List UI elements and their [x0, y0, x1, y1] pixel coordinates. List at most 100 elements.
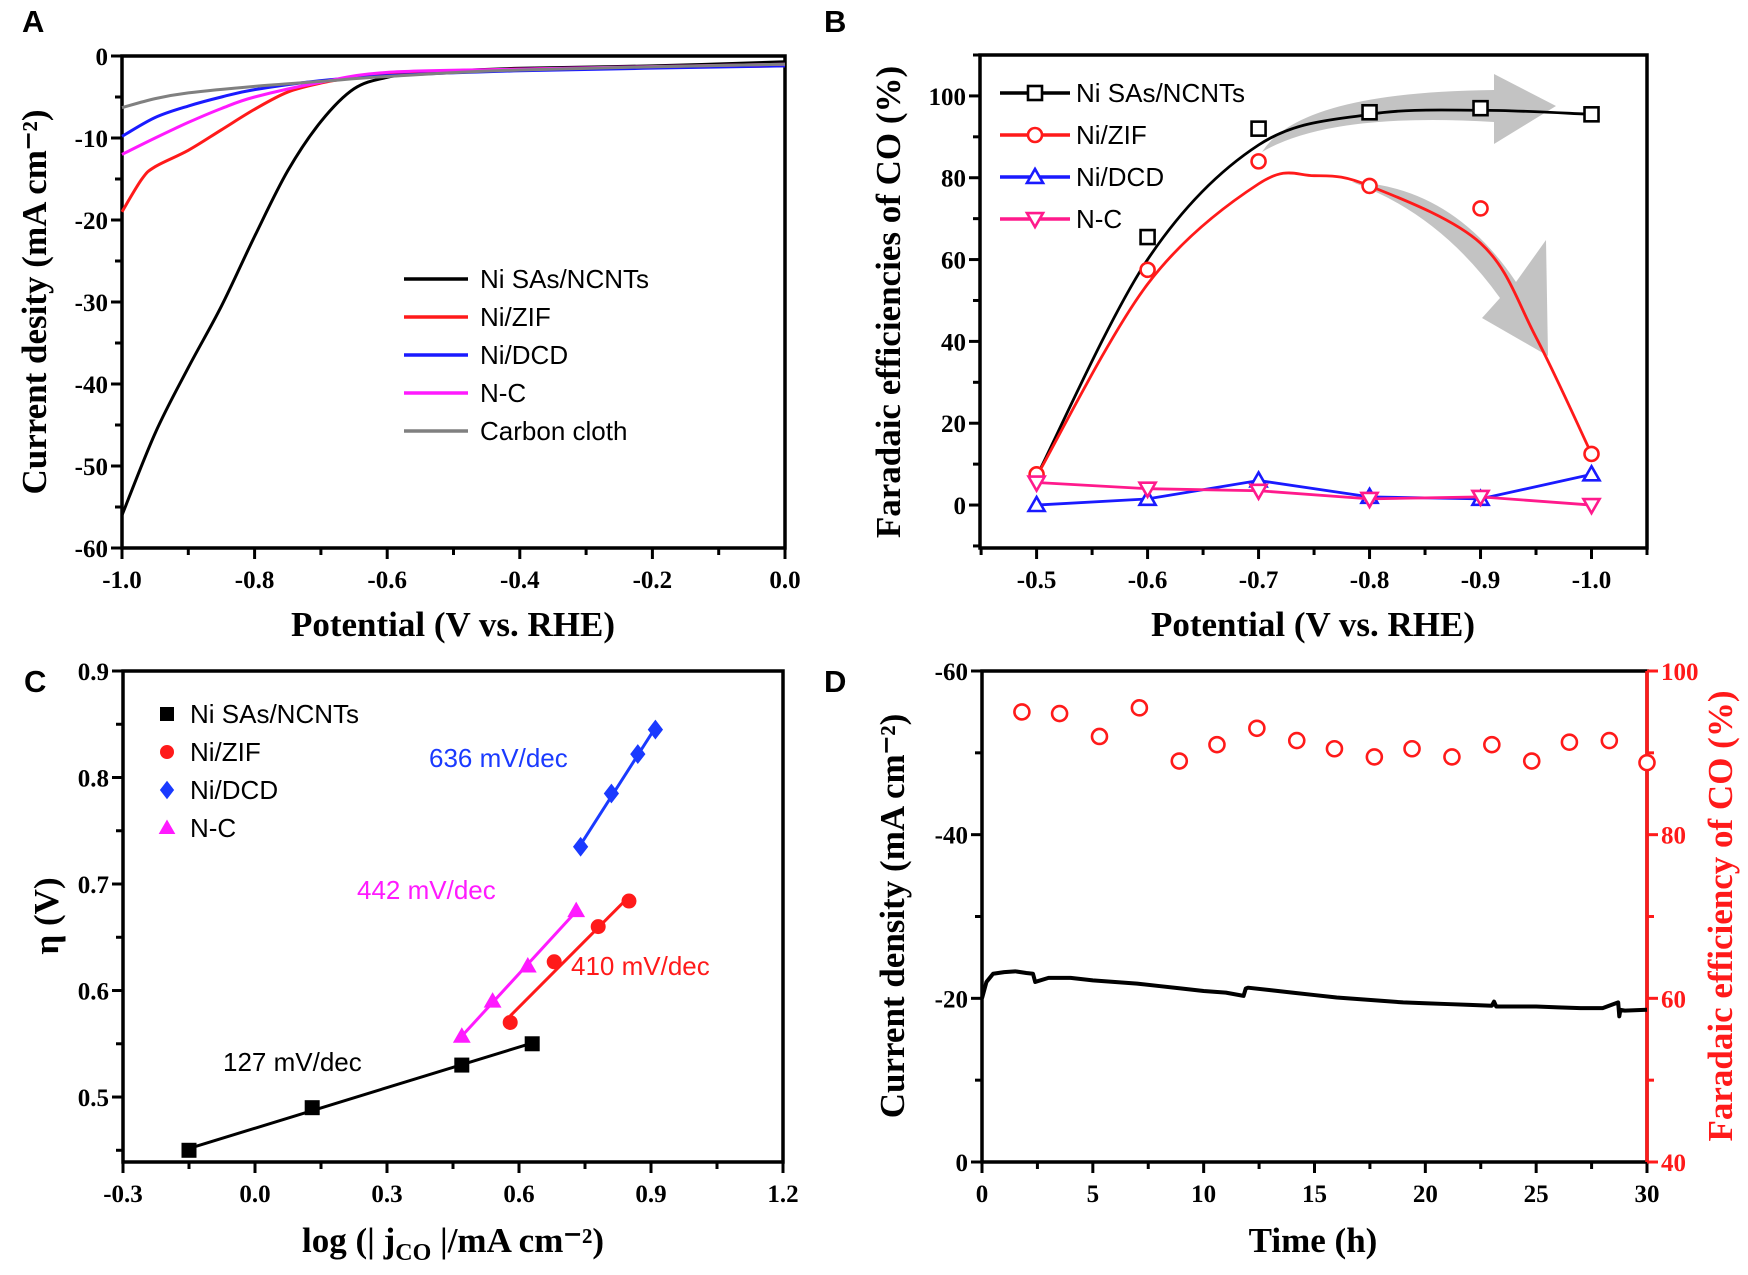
x-title-subscript: CO: [395, 1240, 431, 1266]
x-title-tail: |/mA cm⁻²): [431, 1221, 604, 1260]
data-point-ni-sas-ncnts: [524, 1036, 540, 1052]
panel-b-x-tick-label: -0.7: [1239, 567, 1279, 594]
legend-label: Carbon cloth: [480, 416, 627, 446]
panel-a-x-tick-label: -0.8: [235, 567, 275, 594]
legend-item: Ni SAs/NCNTs: [1000, 78, 1245, 108]
data-point-faradaic-efficiency-of-co: [1483, 735, 1501, 754]
legend-label: Ni SAs/NCNTs: [190, 699, 359, 729]
legend-item: Ni/ZIF: [404, 302, 551, 332]
data-point-faradaic-efficiency-of-co: [1248, 719, 1266, 738]
panel-b-y-tick-label: 0: [954, 493, 967, 520]
panel-c-y-tick-label: 0.6: [78, 979, 109, 1006]
panel-c-y-tick-label: 0.8: [78, 766, 109, 793]
panel-b-y-tick-label: 60: [941, 248, 966, 275]
data-point-ni-sas-ncnts: [1250, 120, 1267, 137]
panel-c-legend: Ni SAs/NCNTs Ni/ZIF Ni/DCD N-C: [158, 699, 359, 843]
panel-d-x-axis-title: Time (h): [1249, 1221, 1378, 1260]
panel-b-y-tick-label: 40: [941, 329, 966, 356]
data-point-ni-sas-ncnts: [181, 1142, 197, 1158]
panel-b: -0.5 -0.6 -0.7 -0.8 -0.9 -1.0 0 20 40 60 80 100 Ni S…: [929, 53, 1649, 594]
panel-c-y-tick-label: 0.5: [78, 1085, 109, 1112]
legend-label: Ni/DCD: [1076, 162, 1164, 192]
panel-d-right-y-tick-label: 60: [1661, 986, 1686, 1013]
data-point-ni-sas-ncnts: [1583, 106, 1600, 123]
fit-line-ni-zif: [509, 895, 631, 1017]
series-carbon-cloth: [121, 62, 786, 110]
data-point-n-c: [1359, 491, 1380, 510]
data-point-faradaic-efficiency-of-co: [1287, 731, 1306, 750]
x-title-main: log (| j: [302, 1221, 395, 1260]
series-ni-zif: [1028, 153, 1600, 483]
legend-label: Ni/ZIF: [1076, 120, 1147, 150]
data-point-n-c: [1470, 489, 1491, 508]
data-point-ni-sas-ncnts: [454, 1057, 470, 1073]
legend-item: Carbon cloth: [404, 416, 627, 446]
panel-label-c: C: [24, 664, 46, 699]
data-point-faradaic-efficiency-of-co: [1365, 748, 1384, 766]
panel-c-x-axis-title: log (| jCO |/mA cm⁻²): [302, 1221, 604, 1266]
legend-item: Ni/DCD: [404, 340, 568, 370]
data-point-faradaic-efficiency-of-co: [1170, 752, 1189, 770]
panel-b-x-axis-title: Potential (V vs. RHE): [1151, 605, 1475, 644]
panel-d-y-axis-title: Current density (mA cm⁻²): [873, 714, 912, 1119]
data-point-ni-dcd: [647, 719, 664, 740]
panel-b-x-tick-label: -0.9: [1461, 567, 1501, 594]
legend-marker: [1024, 166, 1046, 185]
panel-c-x-tick-label: 0.6: [503, 1181, 534, 1208]
series-ni-sas-ncnts: [1035, 99, 1600, 478]
data-point-faradaic-efficiency-of-co: [1403, 739, 1421, 758]
panel-d-x-tick-label: 10: [1191, 1181, 1216, 1208]
panel-b-x-tick-label: -0.5: [1017, 567, 1057, 594]
data-point-ni-sas-ncnts: [304, 1100, 320, 1116]
panel-a-x-tick-label: 0.0: [769, 567, 800, 594]
legend-item: N-C: [404, 378, 526, 408]
panel-b-x-tick-label: -0.6: [1128, 567, 1168, 594]
panel-label-b: B: [824, 4, 846, 39]
data-point-ni-zif: [1583, 445, 1600, 463]
legend-label: Ni/DCD: [190, 775, 278, 805]
panel-a-x-tick-label: -1.0: [102, 567, 142, 594]
legend-label: Ni/DCD: [480, 340, 568, 370]
data-point-faradaic-efficiency-of-co: [1325, 739, 1344, 758]
line-n-c: [1036, 481, 1592, 507]
series-ni-dcd: 636 mV/dec: [429, 719, 664, 857]
panel-a-y-tick-label: -50: [75, 454, 108, 481]
legend-item: Ni SAs/NCNTs: [160, 699, 359, 729]
data-point-faradaic-efficiency-of-co: [1638, 753, 1656, 772]
data-point-ni-zif: [1472, 200, 1489, 217]
data-point-ni-zif: [590, 919, 606, 935]
panel-a-x-tick-label: -0.6: [367, 567, 407, 594]
series-current-density: [980, 969, 1648, 1019]
legend-marker: [159, 780, 175, 800]
data-point-ni-zif: [546, 954, 562, 970]
panel-a-x-tick-label: -0.4: [500, 567, 540, 594]
series-faradaic-efficiency-of-co: [1013, 699, 1656, 772]
panel-b-x-tick-label: -1.0: [1572, 567, 1612, 594]
data-point-ni-sas-ncnts: [1472, 99, 1489, 117]
data-point-n-c: [1248, 483, 1269, 502]
data-point-faradaic-efficiency-of-co: [1443, 748, 1461, 766]
panel-c-y-tick-label: 0.9: [78, 659, 109, 686]
legend-label: N-C: [480, 378, 526, 408]
data-point-faradaic-efficiency-of-co: [1522, 752, 1541, 770]
line-ni-dcd: [1036, 472, 1592, 507]
data-point-faradaic-efficiency-of-co: [1013, 703, 1031, 721]
data-point-faradaic-efficiency-of-co: [1600, 731, 1619, 750]
series-ni-zif: [120, 64, 786, 213]
data-point-faradaic-efficiency-of-co: [1130, 699, 1149, 717]
panel-a-y-tick-label: -10: [75, 126, 108, 153]
legend-marker: [160, 707, 174, 721]
panel-a-legend: Ni SAs/NCNTs Ni/ZIF Ni/DCD N-C Carbon cloth: [404, 264, 649, 446]
panel-d: 0 5 10 15 20 25 30 0 -20 -40 -60 40 60 80 100: [935, 659, 1699, 1208]
panel-b-y-tick-label: 80: [941, 166, 966, 193]
data-point-n-c: [518, 956, 537, 973]
panel-c-x-tick-label: -0.3: [103, 1181, 143, 1208]
legend-label: Ni SAs/NCNTs: [1076, 78, 1245, 108]
data-point-n-c: [1581, 497, 1602, 516]
panel-b-y-tick-label: 100: [929, 84, 967, 111]
panel-d-x-tick-label: 0: [976, 1181, 989, 1208]
legend-label: Ni/ZIF: [480, 302, 551, 332]
panel-d-right-y-tick-label: 100: [1661, 659, 1699, 686]
data-point-faradaic-efficiency-of-co: [1560, 733, 1579, 751]
data-point-ni-dcd: [630, 744, 646, 764]
